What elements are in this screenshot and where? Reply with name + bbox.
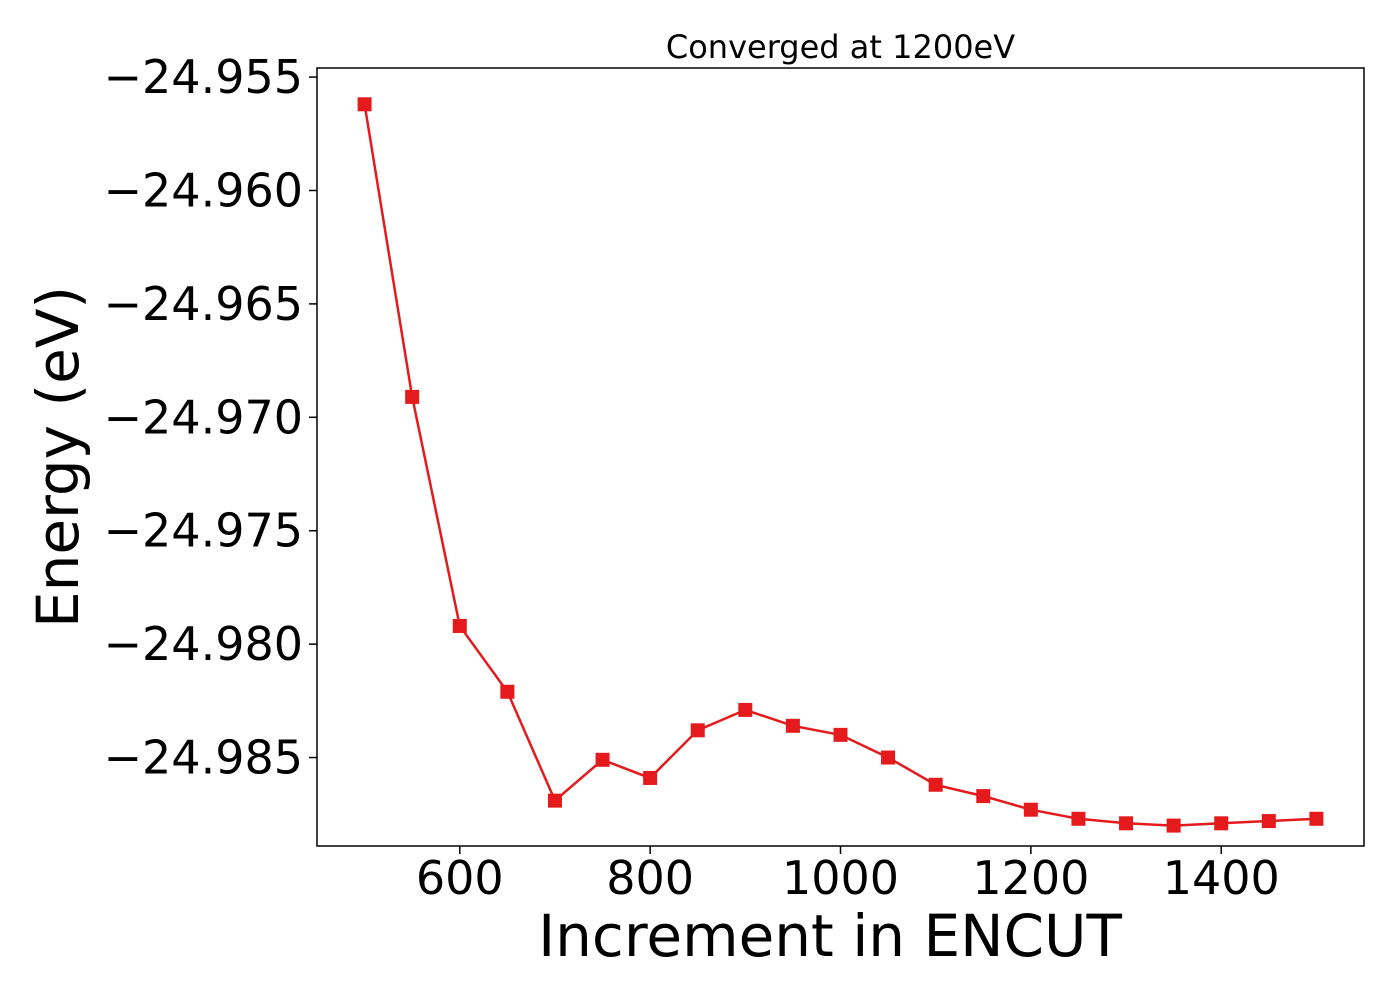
data-point (738, 702, 753, 717)
data-point (1261, 814, 1276, 829)
y-tick-label: −24.985 (104, 731, 304, 785)
x-axis-ticks: 600 800 1000 1200 1400 (416, 846, 1280, 905)
data-point (643, 770, 658, 785)
y-tick-label: −24.965 (104, 277, 304, 331)
series-layer (357, 97, 1324, 833)
data-point (833, 727, 848, 742)
y-tick-label: −24.970 (104, 390, 304, 444)
x-tick-label: 1000 (782, 851, 899, 905)
data-point (500, 684, 515, 699)
y-axis-ticks: −24.955 −24.960 −24.965 −24.970 −24.975 −24.9… (104, 50, 317, 785)
x-axis-label: Increment in ENCUT (538, 902, 1122, 970)
data-point (405, 389, 420, 404)
x-tick-label: 600 (416, 851, 504, 905)
data-point (785, 718, 800, 733)
data-point (357, 97, 372, 112)
x-tick-label: 1400 (1163, 851, 1280, 905)
data-point (1071, 811, 1086, 826)
y-tick-label: −24.975 (104, 504, 304, 558)
data-point (1119, 816, 1134, 831)
data-point (1023, 802, 1038, 817)
chart-title: Converged at 1200eV (666, 28, 1015, 66)
y-axis-label: Energy (eV) (24, 286, 92, 628)
data-point (452, 618, 467, 633)
y-tick-label: −24.960 (104, 163, 304, 217)
data-point (595, 752, 610, 767)
y-tick-label: −24.980 (104, 617, 304, 671)
data-point (1309, 811, 1324, 826)
data-point (547, 793, 562, 808)
y-tick-label: −24.955 (104, 50, 304, 104)
x-tick-label: 1200 (972, 851, 1089, 905)
data-point (928, 777, 943, 792)
x-tick-label: 800 (606, 851, 694, 905)
plot-area (316, 67, 1365, 847)
data-point (976, 789, 991, 804)
data-point (881, 750, 896, 765)
data-point (1166, 818, 1181, 833)
data-point (690, 723, 705, 738)
data-point (1214, 816, 1229, 831)
